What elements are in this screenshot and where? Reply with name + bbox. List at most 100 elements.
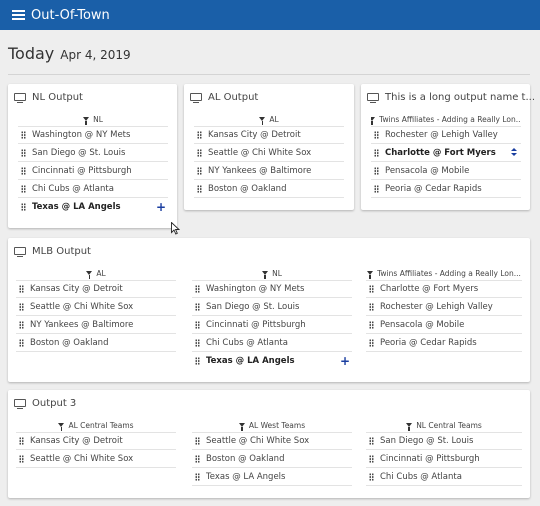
filter-header[interactable]: AL West Teams bbox=[192, 418, 352, 432]
game-row[interactable]: Boston @ Oakland bbox=[194, 180, 344, 198]
game-row[interactable]: Chi Cubs @ Atlanta bbox=[18, 180, 168, 198]
drag-handle-icon[interactable] bbox=[19, 285, 24, 293]
menu-icon[interactable] bbox=[12, 10, 25, 20]
game-row[interactable]: San Diego @ St. Louis bbox=[18, 144, 168, 162]
filter-header[interactable]: Twins Affiliates - Adding a Really Lon..… bbox=[371, 112, 521, 126]
game-row[interactable]: Chi Cubs @ Atlanta bbox=[366, 468, 522, 486]
game-row[interactable]: Kansas City @ Detroit bbox=[194, 126, 344, 144]
game-label: Washington @ NY Mets bbox=[32, 130, 131, 140]
game-row[interactable]: Charlotte @ Fort Myers bbox=[366, 280, 522, 298]
game-row[interactable]: Texas @ LA Angels bbox=[192, 468, 352, 486]
drag-handle-icon[interactable] bbox=[19, 437, 24, 445]
game-row[interactable]: Washington @ NY Mets bbox=[18, 126, 168, 144]
drag-handle-icon[interactable] bbox=[21, 131, 26, 139]
drag-handle-icon[interactable] bbox=[374, 131, 379, 139]
game-row[interactable]: NY Yankees @ Baltimore bbox=[194, 162, 344, 180]
drag-handle-icon[interactable] bbox=[369, 472, 374, 481]
drag-handle-icon[interactable] bbox=[19, 454, 24, 463]
game-row[interactable]: Boston @ Oakland bbox=[192, 450, 352, 468]
filter-header[interactable]: AL bbox=[194, 112, 344, 126]
drag-handle-icon[interactable] bbox=[374, 184, 379, 193]
app-bar: Out-Of-Town bbox=[0, 0, 540, 30]
drag-handle-icon[interactable] bbox=[21, 184, 26, 193]
game-label: Texas @ LA Angels bbox=[206, 356, 295, 366]
drag-handle-icon[interactable] bbox=[19, 302, 24, 311]
drag-handle-icon[interactable] bbox=[369, 285, 374, 293]
game-row[interactable]: Kansas City @ Detroit bbox=[16, 280, 176, 298]
add-icon[interactable]: + bbox=[339, 354, 350, 368]
game-row[interactable]: Seattle @ Chi White Sox bbox=[192, 432, 352, 450]
drag-handle-icon[interactable] bbox=[195, 472, 200, 481]
game-row[interactable]: San Diego @ St. Louis bbox=[366, 432, 522, 450]
drag-handle-icon[interactable] bbox=[197, 131, 202, 139]
filter-icon bbox=[406, 423, 413, 431]
game-label: Cincinnati @ Pittsburgh bbox=[206, 319, 306, 330]
game-row[interactable]: Pensacola @ Mobile bbox=[366, 316, 522, 334]
drag-handle-icon[interactable] bbox=[374, 148, 379, 157]
drag-handle-icon[interactable] bbox=[369, 338, 374, 347]
drag-handle-icon[interactable] bbox=[195, 338, 200, 347]
drag-handle-icon[interactable] bbox=[369, 437, 374, 445]
drag-handle-icon[interactable] bbox=[369, 454, 374, 463]
game-column: NL Central Teams San Diego @ St. Louis C… bbox=[366, 418, 522, 486]
filter-header[interactable]: NL Central Teams bbox=[366, 418, 522, 432]
drag-handle-icon[interactable] bbox=[21, 148, 26, 157]
game-label: Charlotte @ Fort Myers bbox=[385, 147, 496, 158]
drag-handle-icon[interactable] bbox=[195, 437, 200, 445]
drag-handle-icon[interactable] bbox=[19, 338, 24, 347]
filter-header[interactable]: AL Central Teams bbox=[16, 418, 176, 432]
drag-handle-icon[interactable] bbox=[195, 302, 200, 311]
game-row[interactable]: Boston @ Oakland bbox=[16, 334, 176, 352]
game-label: Washington @ NY Mets bbox=[206, 284, 305, 294]
up-down-icon[interactable] bbox=[511, 148, 517, 157]
drag-handle-icon[interactable] bbox=[19, 320, 24, 329]
drag-handle-icon[interactable] bbox=[374, 166, 379, 175]
game-row-selected[interactable]: Charlotte @ Fort Myers bbox=[371, 144, 521, 162]
game-column: NL Washington @ NY Mets San Diego @ St. … bbox=[18, 112, 168, 216]
game-row[interactable]: Seattle @ Chi White Sox bbox=[194, 144, 344, 162]
date-header: Today Apr 4, 2019 bbox=[8, 44, 131, 63]
drag-handle-icon[interactable] bbox=[195, 285, 200, 293]
game-row[interactable]: Cincinnati @ Pittsburgh bbox=[366, 450, 522, 468]
game-row[interactable]: Kansas City @ Detroit bbox=[16, 432, 176, 450]
filter-header[interactable]: Twins Affiliates - Adding a Really Lon..… bbox=[366, 266, 522, 280]
drag-handle-icon[interactable] bbox=[195, 357, 200, 365]
drag-handle-icon[interactable] bbox=[369, 320, 374, 329]
game-row[interactable]: Rochester @ Lehigh Valley bbox=[371, 126, 521, 144]
game-row[interactable]: San Diego @ St. Louis bbox=[192, 298, 352, 316]
game-row[interactable]: Seattle @ Chi White Sox bbox=[16, 298, 176, 316]
drag-handle-icon[interactable] bbox=[195, 454, 200, 463]
game-row[interactable]: Rochester @ Lehigh Valley bbox=[366, 298, 522, 316]
filter-label: AL West Teams bbox=[248, 420, 306, 430]
filter-header[interactable]: NL bbox=[18, 112, 168, 126]
game-row[interactable]: Pensacola @ Mobile bbox=[371, 162, 521, 180]
game-row[interactable]: Peoria @ Cedar Rapids bbox=[366, 334, 522, 352]
filter-header[interactable]: NL bbox=[192, 266, 352, 280]
game-label: San Diego @ St. Louis bbox=[206, 301, 300, 312]
drag-handle-icon[interactable] bbox=[369, 302, 374, 311]
game-label: Rochester @ Lehigh Valley bbox=[385, 130, 498, 140]
filter-icon bbox=[371, 117, 376, 125]
drag-handle-icon[interactable] bbox=[197, 184, 202, 193]
drag-handle-icon[interactable] bbox=[21, 203, 26, 211]
card-header: This is a long output name t... bbox=[367, 92, 535, 103]
filter-label: Twins Affiliates - Adding a Really Lon..… bbox=[377, 268, 521, 278]
drag-handle-icon[interactable] bbox=[197, 148, 202, 157]
game-row[interactable]: Washington @ NY Mets bbox=[192, 280, 352, 298]
add-icon[interactable]: + bbox=[155, 200, 166, 214]
filter-header[interactable]: AL bbox=[16, 266, 176, 280]
card-header: Output 3 bbox=[14, 398, 76, 409]
game-row[interactable]: Cincinnati @ Pittsburgh bbox=[18, 162, 168, 180]
game-row-selected[interactable]: Texas @ LA Angels + bbox=[18, 198, 168, 216]
game-row[interactable]: NY Yankees @ Baltimore bbox=[16, 316, 176, 334]
game-row[interactable]: Peoria @ Cedar Rapids bbox=[371, 180, 521, 198]
drag-handle-icon[interactable] bbox=[21, 166, 26, 175]
game-row[interactable]: Chi Cubs @ Atlanta bbox=[192, 334, 352, 352]
drag-handle-icon[interactable] bbox=[197, 166, 202, 175]
drag-handle-icon[interactable] bbox=[195, 320, 200, 329]
divider bbox=[8, 74, 530, 75]
game-row-selected[interactable]: Texas @ LA Angels + bbox=[192, 352, 352, 370]
mouse-cursor-icon bbox=[171, 222, 180, 235]
game-row[interactable]: Cincinnati @ Pittsburgh bbox=[192, 316, 352, 334]
game-row[interactable]: Seattle @ Chi White Sox bbox=[16, 450, 176, 468]
